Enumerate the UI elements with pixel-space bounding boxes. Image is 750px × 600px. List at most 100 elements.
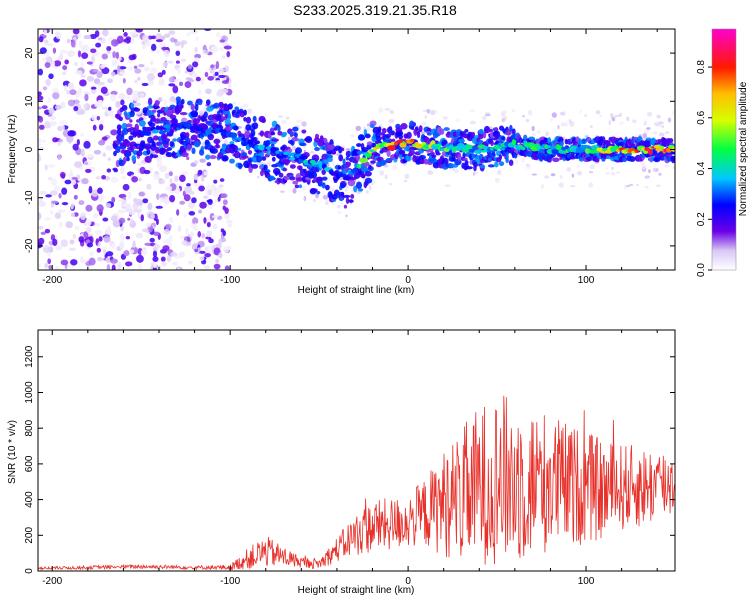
spectrogram-cell — [500, 110, 506, 117]
spectrogram-cell — [266, 161, 272, 167]
spectrogram-cell — [498, 154, 503, 160]
spectrogram-cell — [511, 139, 517, 145]
spectrogram-cell — [187, 201, 196, 209]
spectrogram-cell — [191, 147, 196, 155]
spectrogram-cell — [558, 182, 564, 188]
spectrogram-cell — [329, 187, 335, 193]
spectrogram-cell — [152, 135, 159, 141]
spectrogram-cell — [588, 149, 597, 154]
spectrogram-cell — [589, 164, 596, 170]
spectrogram-cell — [190, 103, 195, 111]
snr-frame — [37, 329, 676, 572]
spectrogram-cell — [340, 201, 344, 207]
spectrogram-cell — [640, 160, 646, 166]
spectrogram-cell — [457, 154, 462, 161]
spectrogram-cell — [90, 221, 95, 226]
spectrogram-cell — [498, 161, 505, 167]
spectrogram-cell — [366, 141, 373, 146]
spectrogram-cell — [271, 156, 276, 162]
spectrogram-cell — [671, 151, 675, 155]
spectrogram-cell — [455, 147, 462, 152]
spectrogram-cell — [97, 81, 105, 86]
spectrogram-cell — [71, 176, 78, 180]
spectrogram-cell — [89, 251, 95, 256]
spectrogram-cell — [608, 119, 611, 126]
spectrogram-cell — [292, 126, 299, 132]
spectrogram-cell — [465, 166, 473, 170]
spectrogram-cell — [172, 85, 179, 94]
spectrogram-cell — [361, 146, 369, 153]
x-tick-label: 100 — [578, 576, 595, 587]
spectrogram-cell — [134, 123, 140, 132]
spectrogram-cell — [200, 76, 205, 85]
spectrogram-cell — [645, 137, 652, 141]
spectrogram-cell — [227, 103, 233, 110]
spectrogram-cell — [93, 213, 99, 219]
spectrogram-cell — [88, 233, 94, 237]
spectrogram-cell — [134, 102, 142, 107]
spectrogram-cell — [55, 245, 63, 251]
spectrogram-cell — [296, 119, 303, 123]
spectrogram-cell — [281, 119, 287, 124]
spectrogram-cell — [38, 68, 44, 76]
spectrogram-cell — [150, 60, 154, 65]
spectrogram-cell — [241, 137, 246, 141]
spectrogram-cell — [92, 124, 97, 131]
spectrogram-cell — [181, 240, 188, 246]
spectrogram-cell — [67, 50, 75, 57]
spectrogram-cell — [153, 231, 160, 236]
spectrogram-cell — [672, 166, 675, 169]
spectrogram-cell — [67, 82, 73, 89]
spectrogram-cell — [125, 36, 132, 41]
spectrogram-cell — [150, 43, 157, 51]
spectrogram-cell — [211, 45, 219, 53]
spectrogram-cell — [85, 204, 93, 212]
spectrogram-cell — [177, 225, 182, 233]
spectrogram-cell — [577, 170, 583, 176]
spectrogram-cell — [435, 109, 439, 114]
spectrogram-cell — [134, 79, 138, 84]
y-tick-label: 10 — [24, 95, 35, 107]
spectrogram-cell — [49, 190, 58, 196]
spectrogram-cell — [67, 99, 76, 107]
spectrogram-cell — [261, 118, 266, 124]
spectrogram-cell — [38, 106, 43, 110]
spectrogram-cell — [125, 261, 133, 267]
spectrogram-cell — [180, 98, 185, 105]
spectrogram-cell — [106, 168, 112, 173]
spectrogram-cell — [559, 112, 566, 116]
spectrogram-cell — [158, 78, 165, 86]
spectrogram-cell — [242, 103, 249, 108]
spectrogram-cell — [169, 194, 176, 203]
spectrogram-cell — [133, 65, 138, 69]
spectrogram-cell — [277, 131, 283, 136]
spectrogram-cell — [497, 169, 502, 176]
spectrogram-cell — [322, 194, 329, 200]
spectrogram-cell — [110, 90, 118, 96]
spectrogram-cell — [158, 130, 166, 135]
spectrogram-cell — [47, 97, 51, 104]
spectrogram-cell — [520, 156, 525, 163]
spectrogram-cell — [115, 145, 121, 154]
spectrogram-cell — [138, 120, 146, 127]
spectrogram-cell — [42, 245, 50, 249]
spectrogram-cell — [614, 114, 618, 118]
spectrogram-cell — [199, 158, 206, 163]
spectrogram-cell — [658, 132, 665, 137]
spectrogram-cell — [162, 245, 170, 252]
spectrogram-cell — [566, 167, 572, 172]
spectrogram-cell — [237, 147, 242, 151]
spectrogram-cell — [80, 212, 87, 220]
spectrogram-cell — [132, 240, 136, 249]
spectrogram-cell — [403, 179, 408, 183]
spectrogram-cell — [220, 193, 228, 199]
spectrogram-cell — [664, 165, 670, 168]
spectrogram-cell — [629, 183, 634, 187]
spectrogram-cell — [192, 61, 199, 68]
spectrogram-cell — [204, 246, 209, 253]
spectrogram-cell — [481, 116, 487, 120]
spectrogram-cell — [511, 109, 516, 113]
spectrogram-cell — [164, 172, 170, 180]
spectrogram-cell — [151, 129, 160, 134]
spectrogram-cell — [195, 36, 200, 42]
